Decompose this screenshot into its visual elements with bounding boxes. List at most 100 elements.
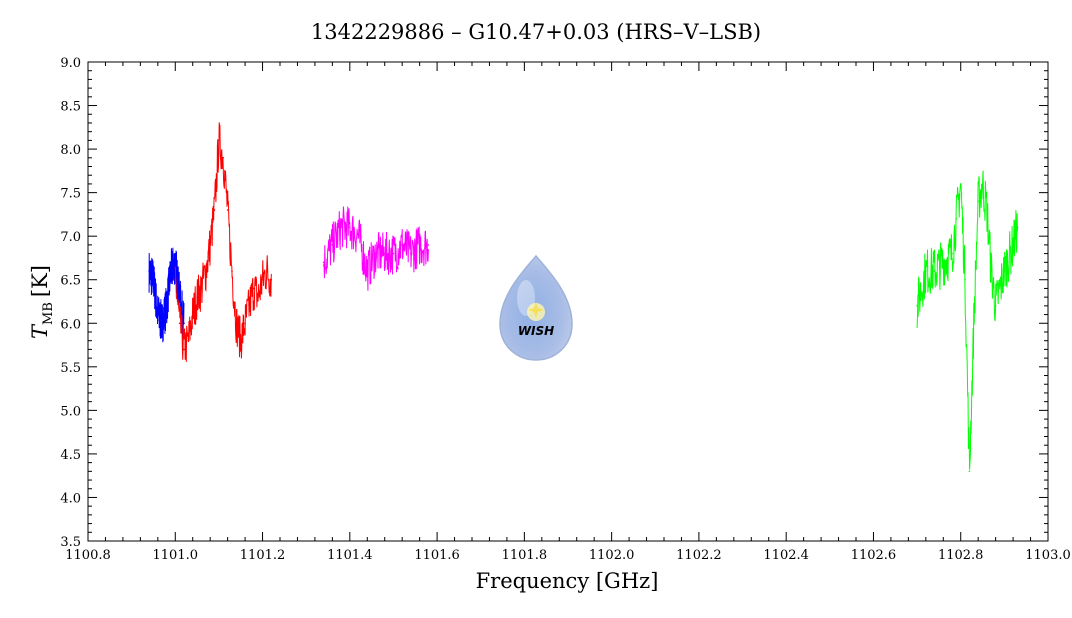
data-point (183, 348, 185, 351)
data-point (357, 235, 360, 237)
data-point (231, 270, 233, 272)
data-point (994, 305, 997, 307)
data-point (200, 287, 203, 290)
y-tick-label: 8.5 (60, 100, 81, 115)
x-tick-label: 1102.4 (763, 548, 809, 563)
y-tick-label: 7.0 (60, 230, 81, 245)
series-line (916, 170, 1018, 470)
x-tick-label: 1103.0 (1025, 548, 1071, 563)
y-tick-label: 7.5 (60, 187, 81, 202)
x-tick-label: 1102.0 (589, 548, 635, 563)
data-point (261, 278, 264, 281)
data-point (161, 322, 163, 325)
y-tick-label: 9.0 (60, 56, 81, 71)
data-point (977, 200, 979, 203)
data-point (148, 270, 150, 272)
data-point (933, 270, 936, 272)
data-point (253, 287, 255, 290)
y-tick-label: 3.5 (60, 535, 81, 550)
x-tick-label: 1101.6 (414, 548, 460, 563)
data-point (990, 270, 993, 272)
series-group (148, 247, 185, 343)
data-point (401, 244, 403, 246)
x-tick-label: 1101.0 (153, 548, 199, 563)
data-point (951, 252, 953, 255)
data-point (1016, 226, 1019, 229)
data-point (266, 270, 268, 272)
data-point (916, 305, 918, 307)
data-point (170, 270, 172, 272)
plot-frame (87, 61, 1049, 542)
data-point (986, 209, 988, 211)
data-point (959, 183, 962, 185)
data-point (981, 183, 984, 185)
data-point (349, 226, 351, 229)
series-group (174, 122, 273, 362)
data-point (366, 270, 369, 272)
series-line (323, 206, 429, 291)
data-point (196, 296, 198, 298)
data-point (322, 261, 325, 264)
data-point (239, 339, 242, 342)
series-line (148, 247, 185, 343)
data-point (331, 244, 334, 246)
y-tick-label: 5.5 (60, 361, 81, 376)
series-group (322, 206, 430, 291)
data-point (205, 270, 207, 272)
data-point (340, 226, 342, 229)
data-point (427, 244, 430, 246)
y-tick-label: 6.0 (60, 317, 81, 332)
data-point (183, 322, 185, 325)
x-tick-label: 1100.8 (65, 548, 111, 563)
wish-logo: WISH (499, 254, 573, 361)
x-axis-label: Frequency [GHz] (476, 569, 659, 593)
data-point (257, 296, 259, 298)
y-axis-label-main: T (28, 323, 52, 339)
data-point (942, 261, 945, 264)
data-point (244, 322, 246, 325)
data-point (178, 322, 181, 325)
data-point (248, 305, 251, 307)
data-point (418, 244, 421, 246)
data-point (925, 270, 927, 272)
data-point (152, 278, 155, 281)
data-point (235, 322, 238, 325)
y-tick-label: 5.0 (60, 404, 81, 419)
data-point (226, 209, 229, 211)
logo-text: WISH (518, 324, 554, 338)
data-point (213, 209, 216, 211)
y-axis-label: TMB [K] (28, 265, 56, 339)
y-tick-label: 6.5 (60, 274, 81, 289)
axis-ticks: 1100.8 1101.0 1101.2 1101.4 1101.6 1101.8 1102… (60, 56, 1070, 563)
x-tick-label: 1102.8 (938, 548, 984, 563)
data-point (955, 217, 958, 220)
y-axis-label-unit: [K] (28, 265, 52, 297)
data-point (157, 313, 159, 316)
data-point (174, 278, 177, 281)
data-point (1012, 244, 1014, 246)
x-tick-label: 1101.8 (502, 548, 548, 563)
data-point (270, 278, 273, 281)
data-point (191, 313, 194, 316)
data-point (222, 157, 225, 159)
data-point (187, 339, 190, 342)
series-group (916, 170, 1019, 473)
data-point (392, 252, 395, 255)
x-tick-label: 1102.6 (851, 548, 897, 563)
data-point (218, 139, 220, 142)
x-tick-label: 1101.4 (327, 548, 373, 563)
data-point (410, 252, 412, 255)
data-point (375, 252, 377, 255)
data-point (964, 278, 966, 281)
star-icon (528, 302, 544, 318)
data-point (178, 296, 181, 298)
y-tick-label: 4.5 (60, 448, 81, 463)
x-tick-label: 1101.2 (240, 548, 286, 563)
y-tick-label: 8.0 (60, 143, 81, 158)
x-tick-label: 1102.2 (676, 548, 722, 563)
data-point (174, 261, 177, 264)
y-axis-label-sub: MB (41, 302, 56, 325)
data-point (973, 322, 975, 325)
data-point (1003, 270, 1006, 272)
